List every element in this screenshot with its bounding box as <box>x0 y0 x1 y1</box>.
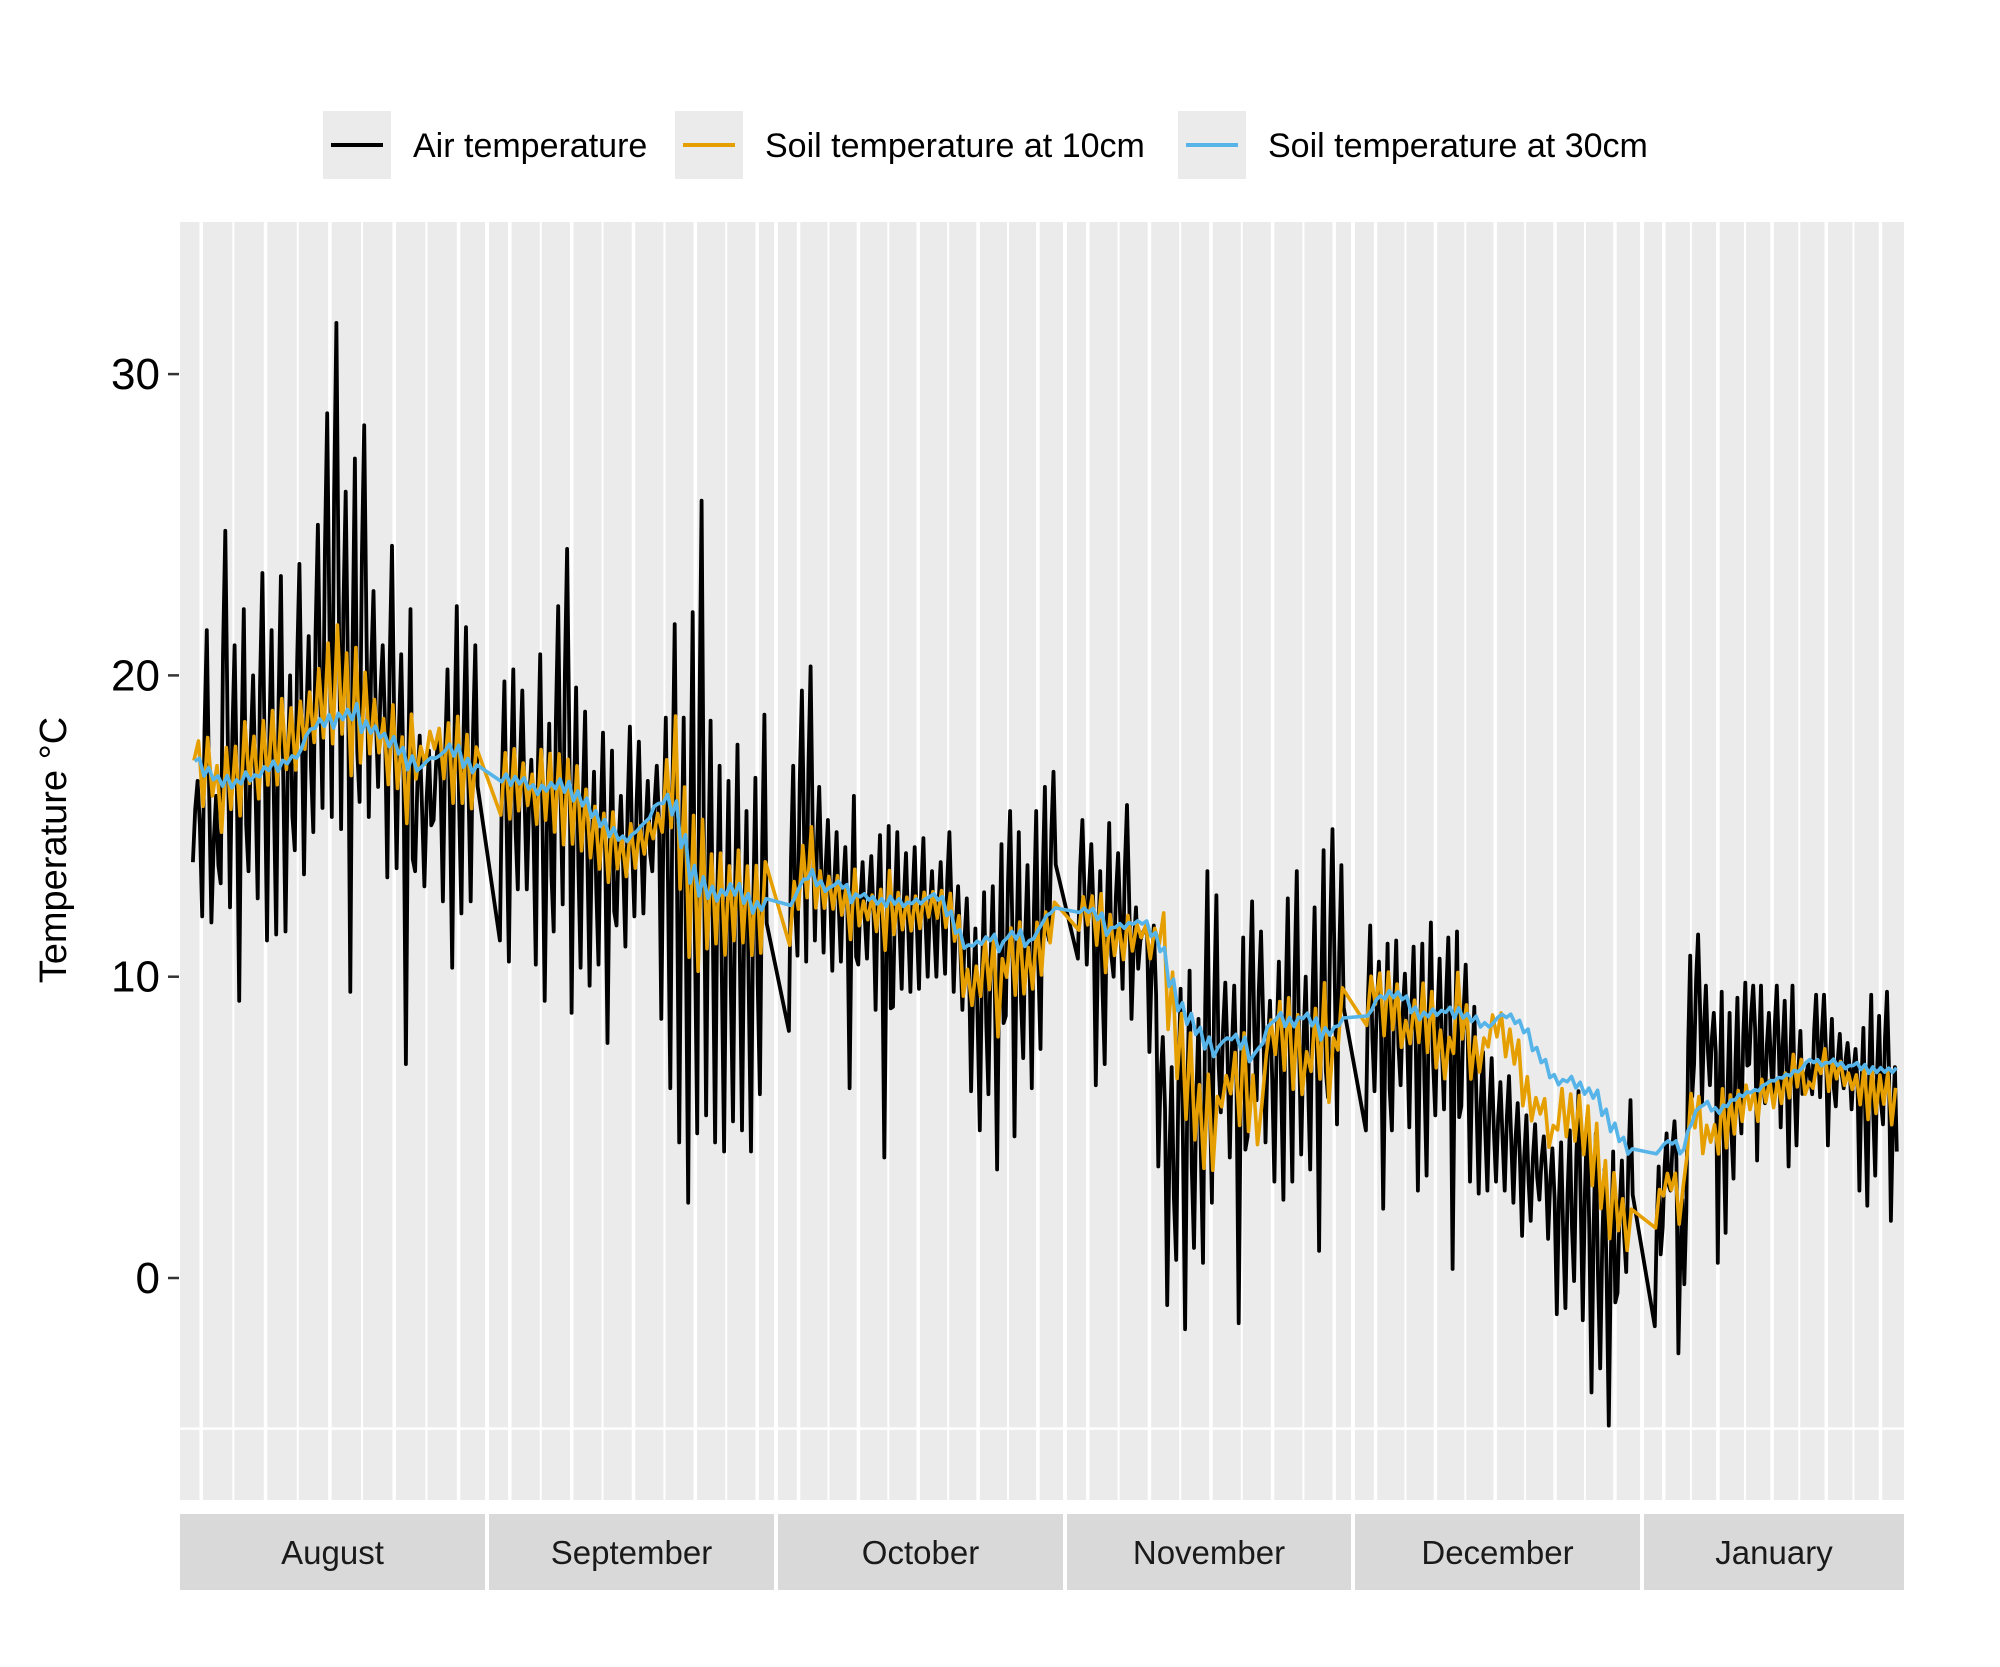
y-tick-label: 10 <box>111 953 160 1002</box>
legend-label-soil10: Soil temperature at 10cm <box>765 127 1145 165</box>
facet-strip-october: October <box>778 1514 1063 1590</box>
facet-panel-january <box>1644 222 1904 1500</box>
strip-label: August <box>281 1534 384 1571</box>
strip-background <box>1067 1514 1351 1590</box>
facet-panel-october <box>778 222 1063 1500</box>
legend-item-soil30[interactable]: Soil temperature at 30cm <box>1178 111 1648 179</box>
facet-panel-august <box>180 222 485 1500</box>
facet-strip-november: November <box>1067 1514 1351 1590</box>
legend: Air temperature Soil temperature at 10cm… <box>323 111 1648 179</box>
legend-item-air[interactable]: Air temperature <box>323 111 647 179</box>
strip-background <box>778 1514 1063 1590</box>
series-soil-10cm <box>192 623 1898 1253</box>
strip-label: December <box>1421 1534 1573 1571</box>
strip-label: September <box>551 1534 712 1571</box>
facet-strip-august: August <box>180 1514 485 1590</box>
strip-background <box>489 1514 774 1590</box>
legend-label-soil30: Soil temperature at 30cm <box>1268 127 1648 165</box>
facet-strip-september: September <box>489 1514 774 1590</box>
legend-label-air: Air temperature <box>413 127 647 165</box>
facet-strip-january: January <box>1644 1514 1904 1590</box>
strip-background <box>1355 1514 1640 1590</box>
strip-label: November <box>1133 1534 1285 1571</box>
strip-label: January <box>1715 1534 1833 1571</box>
facet-strips: August September October November December Ja… <box>180 1514 1904 1590</box>
strip-background <box>180 1514 485 1590</box>
panel-background <box>180 222 485 1500</box>
y-axis-title: Temperature °C <box>33 717 75 984</box>
y-tick-label: 0 <box>136 1254 160 1303</box>
series-layer <box>191 321 1899 1428</box>
y-axis: 0 10 20 30 <box>111 350 179 1303</box>
panel-background <box>1644 222 1904 1500</box>
facet-strip-december: December <box>1355 1514 1640 1590</box>
y-tick-label: 20 <box>111 651 160 700</box>
y-tick-label: 30 <box>111 350 160 399</box>
legend-item-soil10[interactable]: Soil temperature at 10cm <box>675 111 1145 179</box>
facet-panel-november <box>1067 222 1351 1500</box>
strip-label: October <box>862 1534 979 1571</box>
strip-background <box>1644 1514 1904 1590</box>
series-soil-30cm <box>193 701 1898 1156</box>
